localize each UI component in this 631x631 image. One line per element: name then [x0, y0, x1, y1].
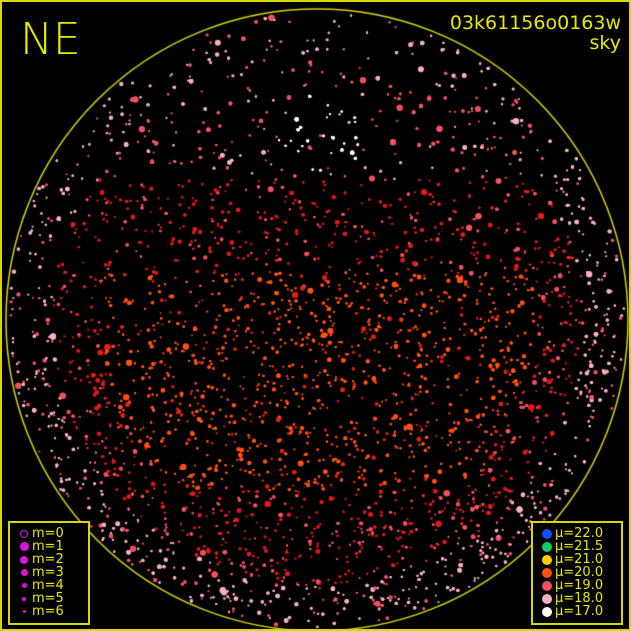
legend-marker-icon	[20, 529, 28, 538]
legend-marker-icon	[542, 606, 552, 617]
observation-id: 03k61156o0163w	[449, 12, 621, 34]
legend-label: m=2	[32, 552, 64, 567]
direction-label: NE	[20, 14, 81, 65]
legend-entry: μ=22.0	[539, 526, 615, 541]
legend-entry: μ=19.0	[539, 578, 615, 593]
legend-marker-icon	[542, 528, 552, 539]
legend-entry: m=0	[16, 526, 82, 541]
legend-marker-icon	[20, 555, 28, 564]
legend-marker-icon	[22, 596, 26, 601]
legend-marker-icon	[21, 583, 27, 588]
legend-entry: m=1	[16, 539, 82, 554]
legend-entry: m=4	[16, 578, 82, 593]
legend-marker-icon	[542, 554, 552, 565]
legend-label: μ=20.0	[555, 565, 604, 580]
legend-label: μ=19.0	[555, 578, 604, 593]
legend-label: μ=21.0	[555, 552, 604, 567]
brightness-legend: μ=22.0 μ=21.5 μ=21.0 μ=20.0 μ=19.0 μ=18.0 μ=17…	[531, 521, 623, 625]
legend-label: m=0	[32, 526, 64, 541]
legend-marker-icon	[22, 610, 26, 613]
legend-label: μ=21.5	[555, 539, 604, 554]
legend-marker-icon	[20, 569, 28, 576]
legend-entry: m=5	[16, 591, 82, 606]
legend-label: m=6	[32, 604, 64, 619]
legend-entry: μ=21.5	[539, 539, 615, 554]
legend-entry: μ=21.0	[539, 552, 615, 567]
legend-entry: m=2	[16, 552, 82, 567]
legend-entry: μ=17.0	[539, 604, 615, 619]
legend-marker-icon	[542, 567, 552, 578]
legend-entry: m=3	[16, 565, 82, 580]
legend-marker-icon	[542, 541, 552, 552]
legend-label: m=1	[32, 539, 64, 554]
legend-entry: μ=18.0	[539, 591, 615, 606]
legend-label: μ=18.0	[555, 591, 604, 606]
legend-marker-icon	[542, 593, 552, 604]
legend-label: μ=22.0	[555, 526, 604, 541]
legend-marker-icon	[19, 542, 29, 551]
legend-entry: μ=20.0	[539, 565, 615, 580]
legend-label: μ=17.0	[555, 604, 604, 619]
legend-label: m=4	[32, 578, 64, 593]
legend-label: m=3	[32, 565, 64, 580]
legend-marker-icon	[542, 580, 552, 591]
image-type-label: sky	[589, 32, 621, 54]
legend-entry: m=6	[16, 604, 82, 619]
legend-label: m=5	[32, 591, 64, 606]
magnitude-legend: m=0 m=1 m=2 m=3 m=4 m=5 m=6	[8, 521, 90, 625]
